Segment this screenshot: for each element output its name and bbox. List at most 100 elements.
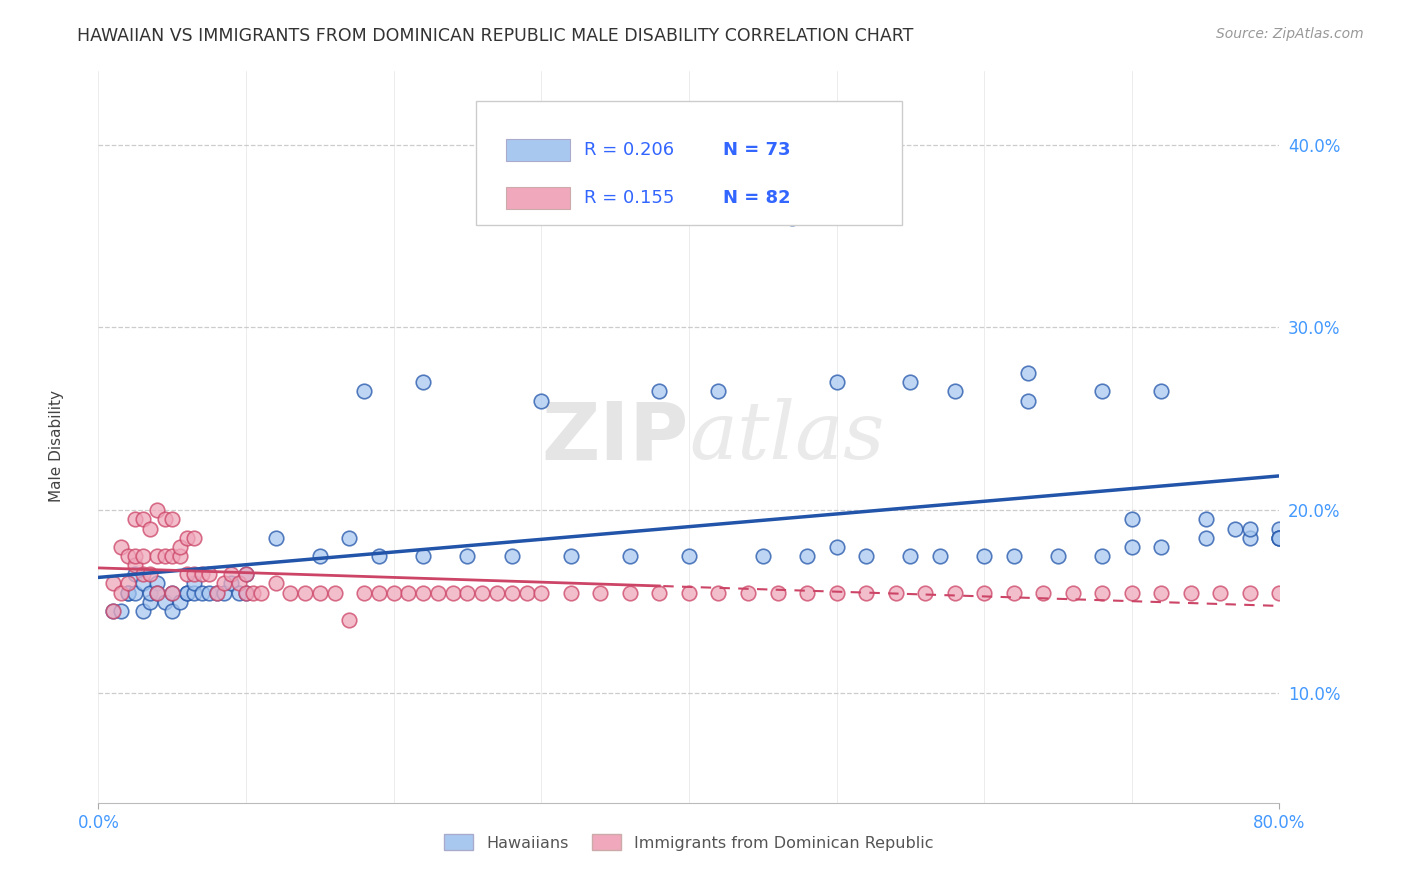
Point xyxy=(1121,512,1143,526)
Point xyxy=(648,384,671,399)
Text: HAWAIIAN VS IMMIGRANTS FROM DOMINICAN REPUBLIC MALE DISABILITY CORRELATION CHART: HAWAIIAN VS IMMIGRANTS FROM DOMINICAN RE… xyxy=(77,27,914,45)
Point xyxy=(412,585,434,599)
Point xyxy=(1091,384,1114,399)
Point xyxy=(1121,540,1143,554)
Point xyxy=(1091,549,1114,563)
Point xyxy=(183,567,205,582)
Point xyxy=(103,576,125,591)
Point xyxy=(619,585,641,599)
Point xyxy=(1268,585,1291,599)
Point xyxy=(250,585,273,599)
Text: ZIP: ZIP xyxy=(541,398,689,476)
Point xyxy=(1268,531,1291,545)
Point xyxy=(294,585,316,599)
Point xyxy=(124,585,146,599)
Point xyxy=(1062,585,1084,599)
Point xyxy=(117,585,139,599)
Point xyxy=(782,211,804,225)
Point xyxy=(648,585,671,599)
Point xyxy=(825,585,848,599)
Point xyxy=(124,558,146,573)
Point xyxy=(1195,531,1218,545)
Point xyxy=(221,567,243,582)
Point xyxy=(117,585,139,599)
Point xyxy=(929,549,952,563)
Point xyxy=(560,549,582,563)
Point xyxy=(205,585,228,599)
Point xyxy=(530,393,553,408)
Point xyxy=(471,585,494,599)
Point xyxy=(309,585,332,599)
Point xyxy=(183,531,205,545)
Point xyxy=(1002,549,1025,563)
Point xyxy=(139,521,162,535)
Point xyxy=(368,585,391,599)
Point xyxy=(132,567,155,582)
Point xyxy=(221,576,243,591)
Point xyxy=(183,585,205,599)
Point xyxy=(796,549,818,563)
Point xyxy=(264,531,287,545)
Point xyxy=(162,585,183,599)
Point xyxy=(1032,585,1054,599)
Point xyxy=(678,585,700,599)
FancyBboxPatch shape xyxy=(506,138,569,161)
Point xyxy=(264,576,287,591)
Point xyxy=(382,585,405,599)
Point xyxy=(242,585,264,599)
Point xyxy=(132,576,155,591)
Point xyxy=(1180,585,1202,599)
FancyBboxPatch shape xyxy=(477,101,901,225)
Point xyxy=(441,585,464,599)
Point xyxy=(176,531,198,545)
Point xyxy=(412,549,434,563)
Point xyxy=(900,549,922,563)
Point xyxy=(678,549,700,563)
Point xyxy=(169,549,191,563)
Point xyxy=(516,585,538,599)
Point xyxy=(353,384,375,399)
Point xyxy=(139,585,162,599)
Point xyxy=(1091,585,1114,599)
Point xyxy=(191,567,214,582)
Point xyxy=(169,594,191,608)
Text: atlas: atlas xyxy=(689,399,884,475)
Point xyxy=(103,604,125,618)
Point xyxy=(796,585,818,599)
Point xyxy=(427,585,450,599)
Point xyxy=(309,549,332,563)
Point xyxy=(884,585,907,599)
Point xyxy=(198,585,221,599)
Text: N = 82: N = 82 xyxy=(723,189,790,207)
Point xyxy=(1195,512,1218,526)
Point xyxy=(191,585,214,599)
Point xyxy=(228,585,250,599)
Point xyxy=(212,585,235,599)
Point xyxy=(457,549,479,563)
Point xyxy=(855,585,877,599)
Point xyxy=(1268,531,1291,545)
Point xyxy=(1268,531,1291,545)
Point xyxy=(619,549,641,563)
Point xyxy=(235,585,257,599)
Point xyxy=(176,585,198,599)
Point xyxy=(198,567,221,582)
Point xyxy=(1268,521,1291,535)
Point xyxy=(124,567,146,582)
Point xyxy=(110,585,132,599)
Point xyxy=(501,549,523,563)
Point xyxy=(973,549,995,563)
Text: R = 0.155: R = 0.155 xyxy=(583,189,675,207)
Point xyxy=(280,585,302,599)
Point xyxy=(1209,585,1232,599)
Point xyxy=(1150,585,1173,599)
Point xyxy=(368,549,391,563)
Point xyxy=(153,594,176,608)
Point xyxy=(339,613,361,627)
Point xyxy=(398,585,420,599)
Point xyxy=(1150,384,1173,399)
Point xyxy=(1002,585,1025,599)
Point xyxy=(339,531,361,545)
Point xyxy=(169,540,191,554)
Point xyxy=(124,512,146,526)
